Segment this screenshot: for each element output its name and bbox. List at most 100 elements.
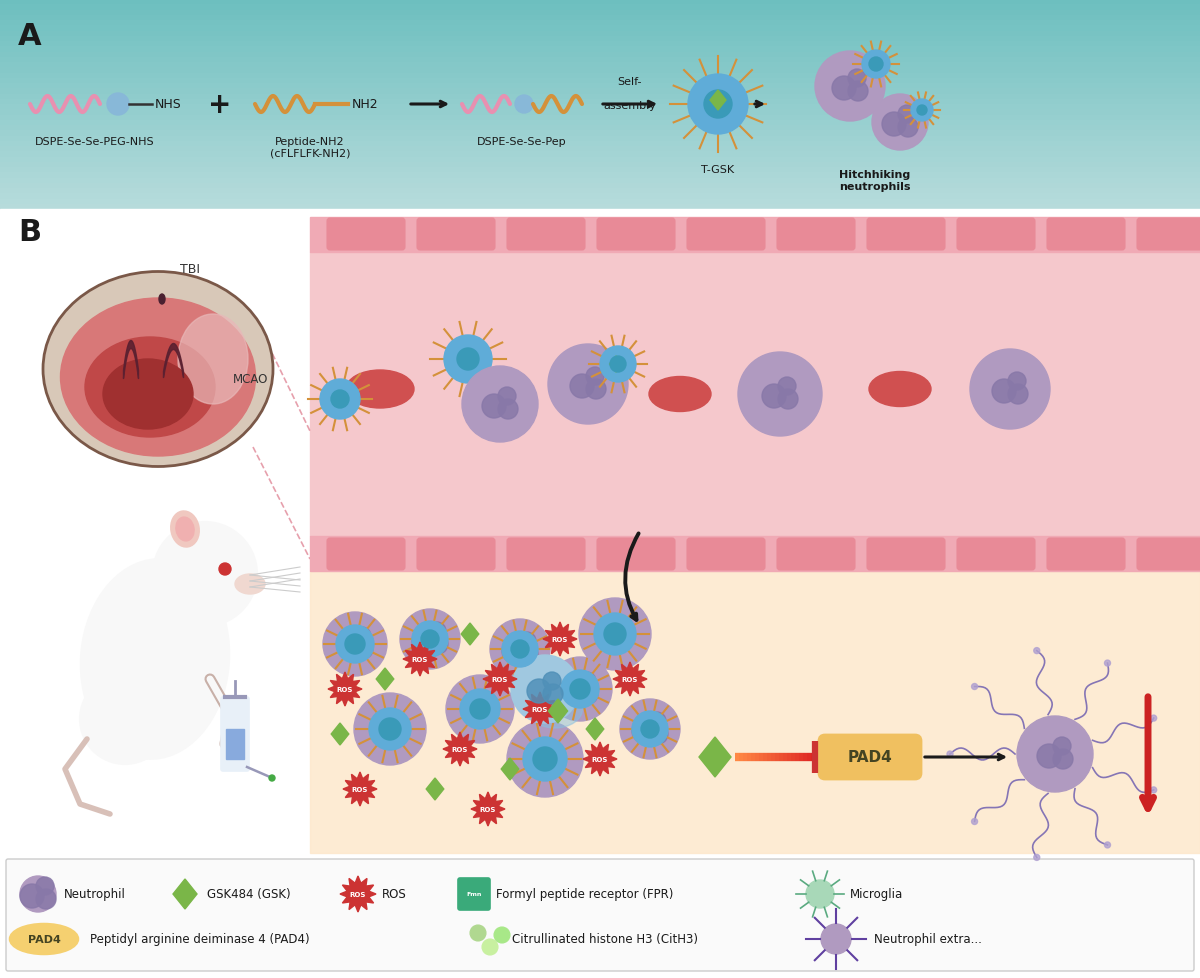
Polygon shape [583, 742, 617, 777]
Ellipse shape [649, 378, 710, 412]
Polygon shape [470, 792, 505, 826]
Circle shape [972, 684, 978, 689]
Polygon shape [523, 692, 557, 727]
FancyBboxPatch shape [686, 539, 766, 570]
Circle shape [478, 692, 496, 710]
Bar [0, 105, 1200, 111]
Circle shape [1054, 749, 1073, 770]
FancyBboxPatch shape [508, 219, 586, 250]
Polygon shape [173, 879, 197, 910]
Text: NH2: NH2 [352, 99, 379, 111]
Circle shape [570, 680, 590, 699]
Circle shape [992, 379, 1016, 404]
Circle shape [428, 635, 448, 654]
Circle shape [613, 617, 631, 636]
Polygon shape [613, 662, 647, 696]
Circle shape [511, 655, 580, 724]
Polygon shape [546, 679, 564, 700]
Ellipse shape [43, 272, 274, 467]
Bar [0, 68, 1200, 73]
Text: NHS: NHS [155, 99, 181, 111]
Bar [0, 200, 1200, 204]
Circle shape [738, 353, 822, 436]
Bar [0, 162, 1200, 168]
Bar [310, 218, 1200, 252]
Polygon shape [377, 668, 394, 690]
Bar [0, 126, 1200, 131]
Circle shape [518, 645, 538, 664]
Bar [0, 189, 1200, 194]
Bar [0, 194, 1200, 200]
Text: ROS: ROS [382, 888, 407, 901]
Text: PAD4: PAD4 [847, 750, 893, 765]
Bar [0, 42, 1200, 47]
Circle shape [527, 680, 551, 703]
Ellipse shape [235, 574, 265, 595]
Circle shape [1054, 737, 1072, 755]
Bar [0, 95, 1200, 100]
Circle shape [620, 699, 680, 759]
Bar [0, 157, 1200, 162]
Bar [0, 5, 1200, 11]
Polygon shape [710, 91, 726, 111]
Circle shape [323, 612, 386, 677]
Text: GSK484 (GSK): GSK484 (GSK) [208, 888, 290, 901]
Circle shape [460, 689, 500, 730]
FancyBboxPatch shape [598, 219, 674, 250]
Bar [310, 537, 1200, 571]
Circle shape [1033, 855, 1039, 861]
Circle shape [1018, 716, 1093, 792]
Circle shape [778, 389, 798, 410]
Text: Neutrophil: Neutrophil [64, 888, 126, 901]
Bar [0, 142, 1200, 147]
Circle shape [542, 685, 563, 704]
Circle shape [370, 708, 410, 750]
Text: B: B [18, 218, 41, 246]
Circle shape [832, 77, 856, 101]
Circle shape [578, 685, 598, 704]
Text: Hitchhiking
neutrophils: Hitchhiking neutrophils [839, 170, 911, 192]
FancyBboxPatch shape [221, 697, 250, 772]
Circle shape [1151, 715, 1157, 722]
FancyBboxPatch shape [686, 219, 766, 250]
Text: Peptidyl arginine deiminase 4 (PAD4): Peptidyl arginine deiminase 4 (PAD4) [90, 933, 310, 946]
Polygon shape [343, 773, 377, 806]
Circle shape [562, 680, 586, 703]
Bar [0, 210, 1200, 969]
Ellipse shape [178, 315, 248, 405]
Polygon shape [331, 724, 349, 745]
Text: ROS: ROS [412, 656, 428, 662]
Ellipse shape [170, 511, 199, 548]
Text: ROS: ROS [452, 746, 468, 752]
Circle shape [806, 880, 834, 908]
Polygon shape [328, 672, 362, 706]
Circle shape [970, 350, 1050, 429]
FancyBboxPatch shape [326, 539, 406, 570]
Circle shape [641, 720, 659, 738]
FancyBboxPatch shape [6, 859, 1194, 971]
Ellipse shape [85, 337, 215, 437]
Circle shape [446, 676, 514, 743]
Bar [0, 63, 1200, 68]
Bar [0, 21, 1200, 26]
Bar [0, 31, 1200, 37]
FancyBboxPatch shape [418, 219, 496, 250]
Circle shape [604, 623, 626, 645]
FancyBboxPatch shape [1046, 219, 1126, 250]
Circle shape [778, 378, 796, 395]
Circle shape [548, 657, 612, 721]
Circle shape [632, 719, 656, 743]
Polygon shape [502, 758, 518, 780]
Circle shape [353, 627, 371, 645]
Bar [0, 89, 1200, 95]
Circle shape [470, 925, 486, 941]
Circle shape [580, 599, 650, 670]
Circle shape [457, 348, 479, 371]
Text: Neutrophil extra...: Neutrophil extra... [874, 933, 982, 946]
Circle shape [1104, 842, 1110, 848]
Circle shape [269, 776, 275, 781]
Circle shape [346, 635, 365, 654]
Circle shape [379, 718, 401, 740]
Circle shape [372, 719, 396, 743]
Polygon shape [698, 737, 731, 778]
